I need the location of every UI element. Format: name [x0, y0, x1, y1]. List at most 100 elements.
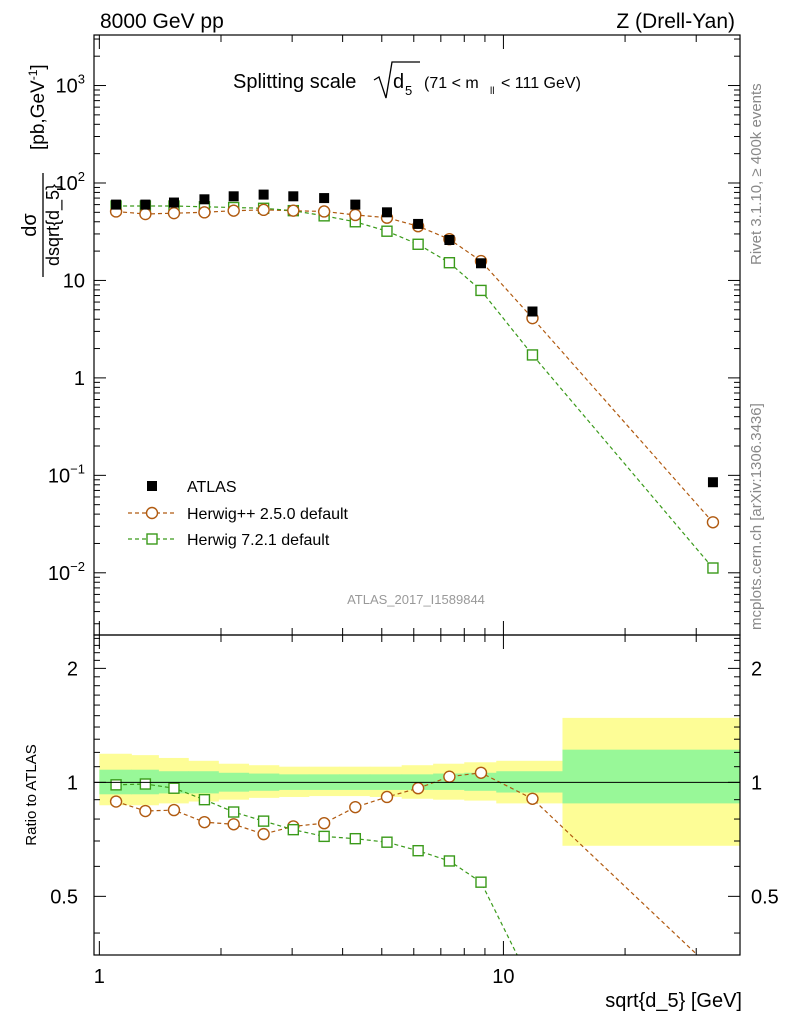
- herwig7-ratio-point: [318, 830, 330, 843]
- legend-label-herwig7: Herwig 7.2.1 default: [187, 532, 330, 549]
- sqrt-symbol: [373, 61, 420, 99]
- atlas-point: [258, 189, 269, 200]
- svg-text:[pb,GeV-1]: [pb,GeV-1]: [26, 64, 49, 150]
- herwigpp-point: [257, 203, 270, 217]
- ratio-tick-label-left: 0.5: [50, 886, 78, 908]
- herwig7-ratio-point: [227, 806, 240, 818]
- herwig7-ratio-point: [475, 876, 487, 888]
- herwig7-ratio-point: [139, 778, 152, 790]
- stat-uncertainty-band: [562, 749, 740, 804]
- atlas-point: [413, 218, 424, 229]
- ratio-tick-label-right: 0.5: [751, 886, 779, 908]
- ratio-series-markers: [109, 766, 718, 991]
- herwigpp-point: [139, 207, 152, 221]
- herwigpp-line: [116, 209, 714, 523]
- legend-marker-atlas: [147, 481, 157, 491]
- plot-title-main: Splitting scale: [233, 71, 356, 93]
- herwig7-ratio-point: [381, 836, 393, 848]
- main-series-lines: [116, 205, 714, 569]
- herwig7-point: [526, 349, 539, 361]
- atlas-point: [140, 199, 151, 210]
- herwigpp-point: [227, 204, 240, 217]
- y-tick-label: 10−2: [48, 559, 85, 585]
- atlas-point: [199, 194, 210, 205]
- herwigpp-ratio-point: [227, 818, 240, 831]
- herwigpp-ratio-point: [139, 804, 152, 818]
- y-axis-numerator: dσ: [19, 213, 41, 237]
- x-axis-label: sqrt{d_5} [GeV]: [605, 990, 742, 1012]
- atlas-point: [444, 234, 455, 245]
- ratio-tick-label-left: 2: [67, 658, 78, 680]
- herwigpp-ratio-point: [109, 795, 123, 808]
- herwig7-point: [443, 257, 456, 269]
- herwigpp-ratio-point: [443, 770, 456, 783]
- herwig7-line: [116, 205, 714, 569]
- atlas-point: [381, 207, 392, 218]
- plot-title-variable: d: [393, 71, 404, 93]
- y-tick-label: 102: [56, 169, 85, 195]
- herwig7-ratio-point: [443, 855, 456, 867]
- herwigpp-ratio-point: [167, 803, 181, 817]
- herwig7-point: [707, 562, 719, 574]
- herwigpp-ratio-point: [198, 815, 211, 829]
- plot-title-range-prefix: (71 < m: [424, 75, 479, 92]
- herwig7-ratio-point: [257, 815, 270, 827]
- herwigpp-point: [317, 205, 331, 218]
- atlas-point: [168, 197, 179, 208]
- atlas-point: [288, 191, 299, 202]
- herwigpp-ratio-point: [526, 792, 539, 805]
- rivet-side-label: Rivet 3.1.10, ≥ 400k events: [748, 83, 765, 265]
- herwigpp-ratio-point: [380, 790, 394, 804]
- stat-uncertainty-band: [464, 772, 497, 791]
- main-series-markers: [109, 189, 720, 574]
- y-tick-label: 1: [74, 368, 85, 390]
- herwig7-ratio-point: [349, 832, 362, 845]
- herwigpp-point: [167, 206, 181, 220]
- legend-label-atlas: ATLAS: [187, 479, 237, 496]
- y-axis-denominator: dsqrt{d_5}: [43, 184, 64, 266]
- legend-item-herwig7: Herwig 7.2.1 default: [128, 532, 330, 549]
- y-axis-label-ratio: Ratio to ATLAS: [23, 744, 40, 845]
- herwig7-ratio-point: [527, 981, 537, 991]
- ratio-uncertainty-bands: [99, 717, 740, 846]
- mcplots-side-label: mcplots.cern.ch [arXiv:1306.3436]: [748, 403, 765, 630]
- herwig7-ratio-line: [116, 783, 518, 955]
- legend-marker-herwigpp: [145, 506, 159, 520]
- herwig7-ratio-point: [198, 793, 211, 806]
- herwigpp-ratio-point: [474, 766, 488, 779]
- herwigpp-ratio-point: [317, 817, 331, 830]
- legend-item-herwigpp: Herwig++ 2.5.0 default: [128, 506, 349, 523]
- herwigpp-point: [349, 208, 362, 222]
- herwig7-ratio-point: [287, 823, 300, 836]
- atlas-point: [350, 199, 361, 210]
- legend-label-herwigpp: Herwig++ 2.5.0 default: [187, 506, 349, 523]
- header-right: Z (Drell-Yan): [616, 10, 735, 33]
- atlas-point: [527, 306, 538, 317]
- y-tick-label: 10: [63, 270, 85, 292]
- header-left: 8000 GeV pp: [100, 10, 224, 33]
- atlas-point: [475, 258, 486, 269]
- herwig7-point: [381, 225, 393, 237]
- y-axis-label-main: dσ dsqrt{d_5}: [19, 173, 64, 277]
- analysis-id: ATLAS_2017_I1589844: [347, 592, 485, 607]
- herwigpp-ratio-line: [115, 772, 699, 955]
- herwigpp-ratio-point: [707, 964, 718, 975]
- plot-title-range-suffix: < 111 GeV): [501, 75, 581, 92]
- y-axis-unit-close: ]: [28, 64, 49, 69]
- ratio-tick-label-right: 1: [751, 772, 762, 794]
- atlas-point: [707, 477, 718, 488]
- x-tick-label: 1: [94, 966, 105, 988]
- herwigpp-ratio-point: [349, 800, 362, 814]
- y-tick-label: 103: [56, 72, 85, 98]
- legend: ATLAS Herwig++ 2.5.0 default Herwig 7.2.…: [128, 479, 349, 549]
- y-axis-unit-exp: -1: [26, 69, 40, 80]
- herwigpp-point: [198, 206, 211, 219]
- atlas-point: [319, 193, 330, 204]
- y-axis-unit: [pb,GeV-1]: [26, 64, 49, 150]
- plot-title-range-sub: ll: [490, 86, 494, 97]
- plot-title: Splitting scale d 5 (71 < m ll < 111 GeV…: [233, 61, 581, 99]
- y-axis-unit-text: [pb,GeV: [28, 80, 49, 150]
- plot-title-subscript: 5: [405, 83, 412, 98]
